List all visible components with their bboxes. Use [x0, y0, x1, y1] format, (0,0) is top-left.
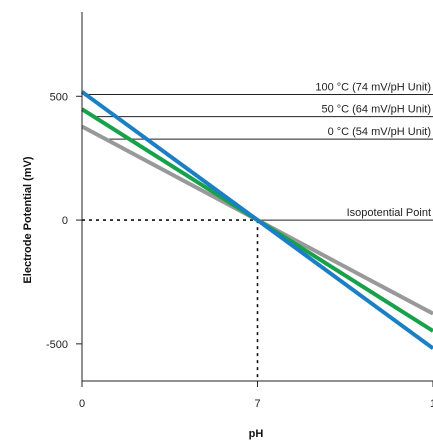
- annotation-label-t50: 50 °C (64 mV/pH Unit): [321, 104, 431, 116]
- isopotential-guides: [82, 219, 259, 381]
- x-tick-label: 1: [430, 398, 433, 410]
- label-layer: 500 0 -500 0 7 1 100 °C (74 mV/pH Unit) 50 °C (…: [46, 82, 433, 410]
- annotation-label-t0: 0 °C (54 mV/pH Unit): [328, 126, 431, 138]
- x-axis-title: pH: [249, 428, 264, 440]
- y-tick-label: -500: [46, 339, 68, 351]
- y-tick-label: 500: [50, 91, 68, 103]
- annotation-label-t100: 100 °C (74 mV/pH Unit): [315, 82, 431, 94]
- y-axis-title: Electrode Potential (mV): [22, 156, 34, 283]
- x-tick-label: 0: [79, 398, 85, 410]
- y-tick-label: 0: [62, 215, 68, 227]
- annotation-label-iso: Isopotential Point: [347, 207, 431, 219]
- axes-layer: [76, 12, 433, 387]
- series-line-t100: [80, 90, 433, 350]
- x-tick-label: 7: [254, 398, 260, 410]
- annotation-layer: [85, 94, 433, 221]
- series-layer: [80, 90, 433, 350]
